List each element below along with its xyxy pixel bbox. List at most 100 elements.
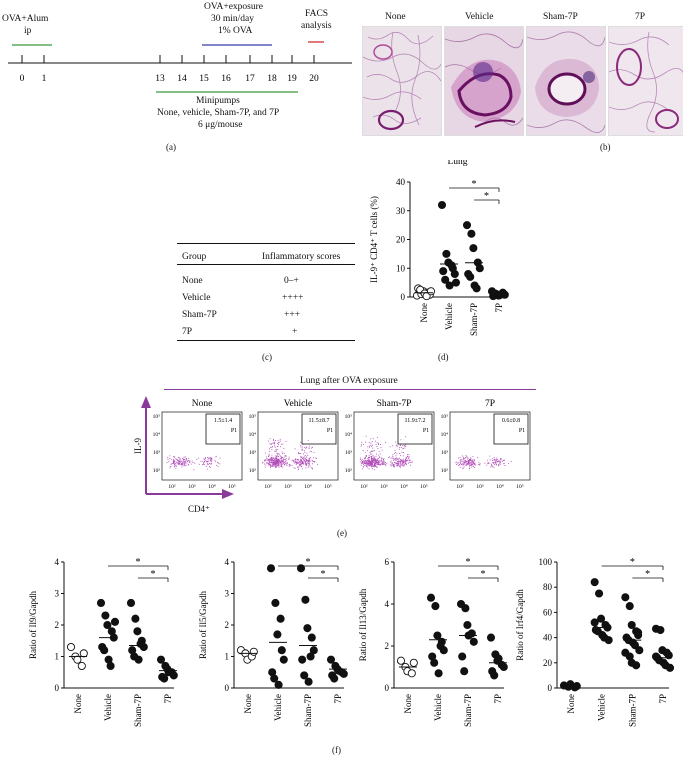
flow-gate-name: P1	[519, 428, 525, 434]
flow-event-dot	[284, 461, 286, 463]
panel-f-label: (f)	[332, 745, 341, 755]
flow-event-dot	[399, 444, 401, 446]
flow-event-dot	[270, 465, 272, 467]
flow-event-dot	[393, 466, 395, 468]
flow-event-dot	[363, 458, 365, 460]
flow-event-dot	[466, 456, 468, 458]
flow-event-dot	[370, 461, 372, 463]
flow-event-dot	[498, 465, 500, 467]
flow-event-dot	[472, 462, 474, 464]
flow-event-dot	[372, 437, 374, 439]
flow-event-dot	[215, 456, 217, 458]
flow-event-dot	[215, 461, 217, 463]
flow-event-dot	[383, 463, 385, 465]
flow-event-dot	[486, 464, 488, 466]
flow-event-dot	[299, 464, 301, 466]
flow-event-dot	[403, 461, 405, 462]
flow-event-dot	[376, 462, 378, 464]
flow-event-dot	[399, 464, 401, 466]
flow-x-tick-label: 10⁵	[324, 484, 332, 490]
flow-event-dot	[275, 448, 277, 450]
flow-event-dot	[399, 455, 401, 457]
flow-event-dot	[169, 458, 171, 460]
flow-event-dot	[460, 464, 462, 466]
flow-event-dot	[493, 462, 495, 463]
flow-event-dot	[366, 465, 367, 467]
flow-event-dot	[405, 462, 407, 464]
flow-event-dot	[374, 464, 376, 466]
flow-event-dot	[277, 445, 279, 447]
flow-event-dot	[474, 464, 476, 466]
flow-event-dot	[203, 464, 205, 465]
flow-gate-value: 0.6±0.8	[502, 418, 520, 424]
flow-event-dot	[470, 464, 472, 466]
flow-event-dot	[275, 465, 277, 467]
flow-event-dot	[364, 456, 366, 458]
flow-event-dot	[373, 460, 375, 462]
flow-y-tick-label: 10⁴	[153, 432, 161, 438]
flow-event-dot	[278, 441, 280, 443]
flow-event-dot	[297, 458, 299, 460]
flow-event-dot	[264, 459, 266, 461]
flow-event-dot	[269, 458, 271, 460]
flow-event-dot	[396, 465, 398, 466]
flow-event-dot	[283, 447, 285, 449]
flow-event-dot	[503, 462, 505, 464]
flow-event-dot	[304, 460, 306, 462]
y-axis-label: IL-9⁺ CD4⁺ T cells (%)	[369, 196, 379, 283]
flow-event-dot	[301, 458, 303, 459]
flow-event-dot	[300, 459, 301, 461]
flow-event-dot	[364, 451, 366, 453]
flow-event-dot	[177, 457, 179, 459]
flow-event-dot	[275, 462, 277, 464]
flow-event-dot	[294, 459, 296, 460]
flow-event-dot	[173, 461, 175, 463]
flow-event-dot	[490, 466, 492, 468]
flow-event-dot	[371, 466, 373, 468]
flow-event-dot	[302, 457, 304, 459]
flow-event-dot	[373, 457, 375, 459]
flow-event-dot	[368, 454, 370, 456]
data-point	[439, 267, 448, 276]
flow-event-dot	[470, 461, 472, 463]
flow-event-dot	[402, 465, 404, 467]
x-tick-label: Vehicle	[103, 694, 113, 721]
flow-event-dot	[279, 438, 281, 440]
data-point	[426, 593, 436, 602]
flow-event-dot	[372, 450, 374, 452]
flow-event-dot	[385, 441, 386, 443]
flow-event-dot	[271, 460, 273, 462]
flow-event-dot	[369, 458, 371, 460]
flow-event-dot	[186, 462, 188, 464]
flow-event-dot	[381, 464, 383, 466]
flow-event-dot	[277, 460, 279, 462]
data-point	[131, 614, 140, 623]
flow-event-dot	[395, 455, 397, 457]
flow-event-dot	[274, 455, 276, 457]
flow-event-dot	[465, 455, 467, 457]
flow-event-dot	[464, 463, 466, 465]
flow-event-dot	[269, 448, 270, 450]
flow-event-dot	[301, 463, 303, 465]
flow-event-dot	[311, 459, 313, 461]
flow-event-dot	[493, 456, 495, 458]
flow-event-dot	[278, 460, 280, 462]
flow-event-dot	[377, 461, 379, 463]
flow-event-dot	[370, 463, 372, 465]
flow-event-dot	[361, 462, 363, 464]
flow-event-dot	[364, 457, 366, 459]
flow-event-dot	[372, 450, 374, 452]
flow-event-dot	[271, 446, 273, 448]
table-cell-group: Vehicle	[182, 293, 211, 303]
data-point	[656, 625, 665, 635]
data-point	[494, 654, 503, 663]
flow-event-dot	[498, 460, 500, 462]
flow-event-dot	[367, 450, 368, 452]
flow-event-dot	[392, 457, 394, 459]
flow-event-dot	[371, 459, 373, 460]
flow-event-dot	[291, 465, 293, 467]
flow-event-dot	[308, 447, 310, 449]
flow-event-dot	[492, 462, 494, 464]
flow-event-dot	[401, 464, 403, 466]
flow-event-dot	[281, 451, 283, 453]
